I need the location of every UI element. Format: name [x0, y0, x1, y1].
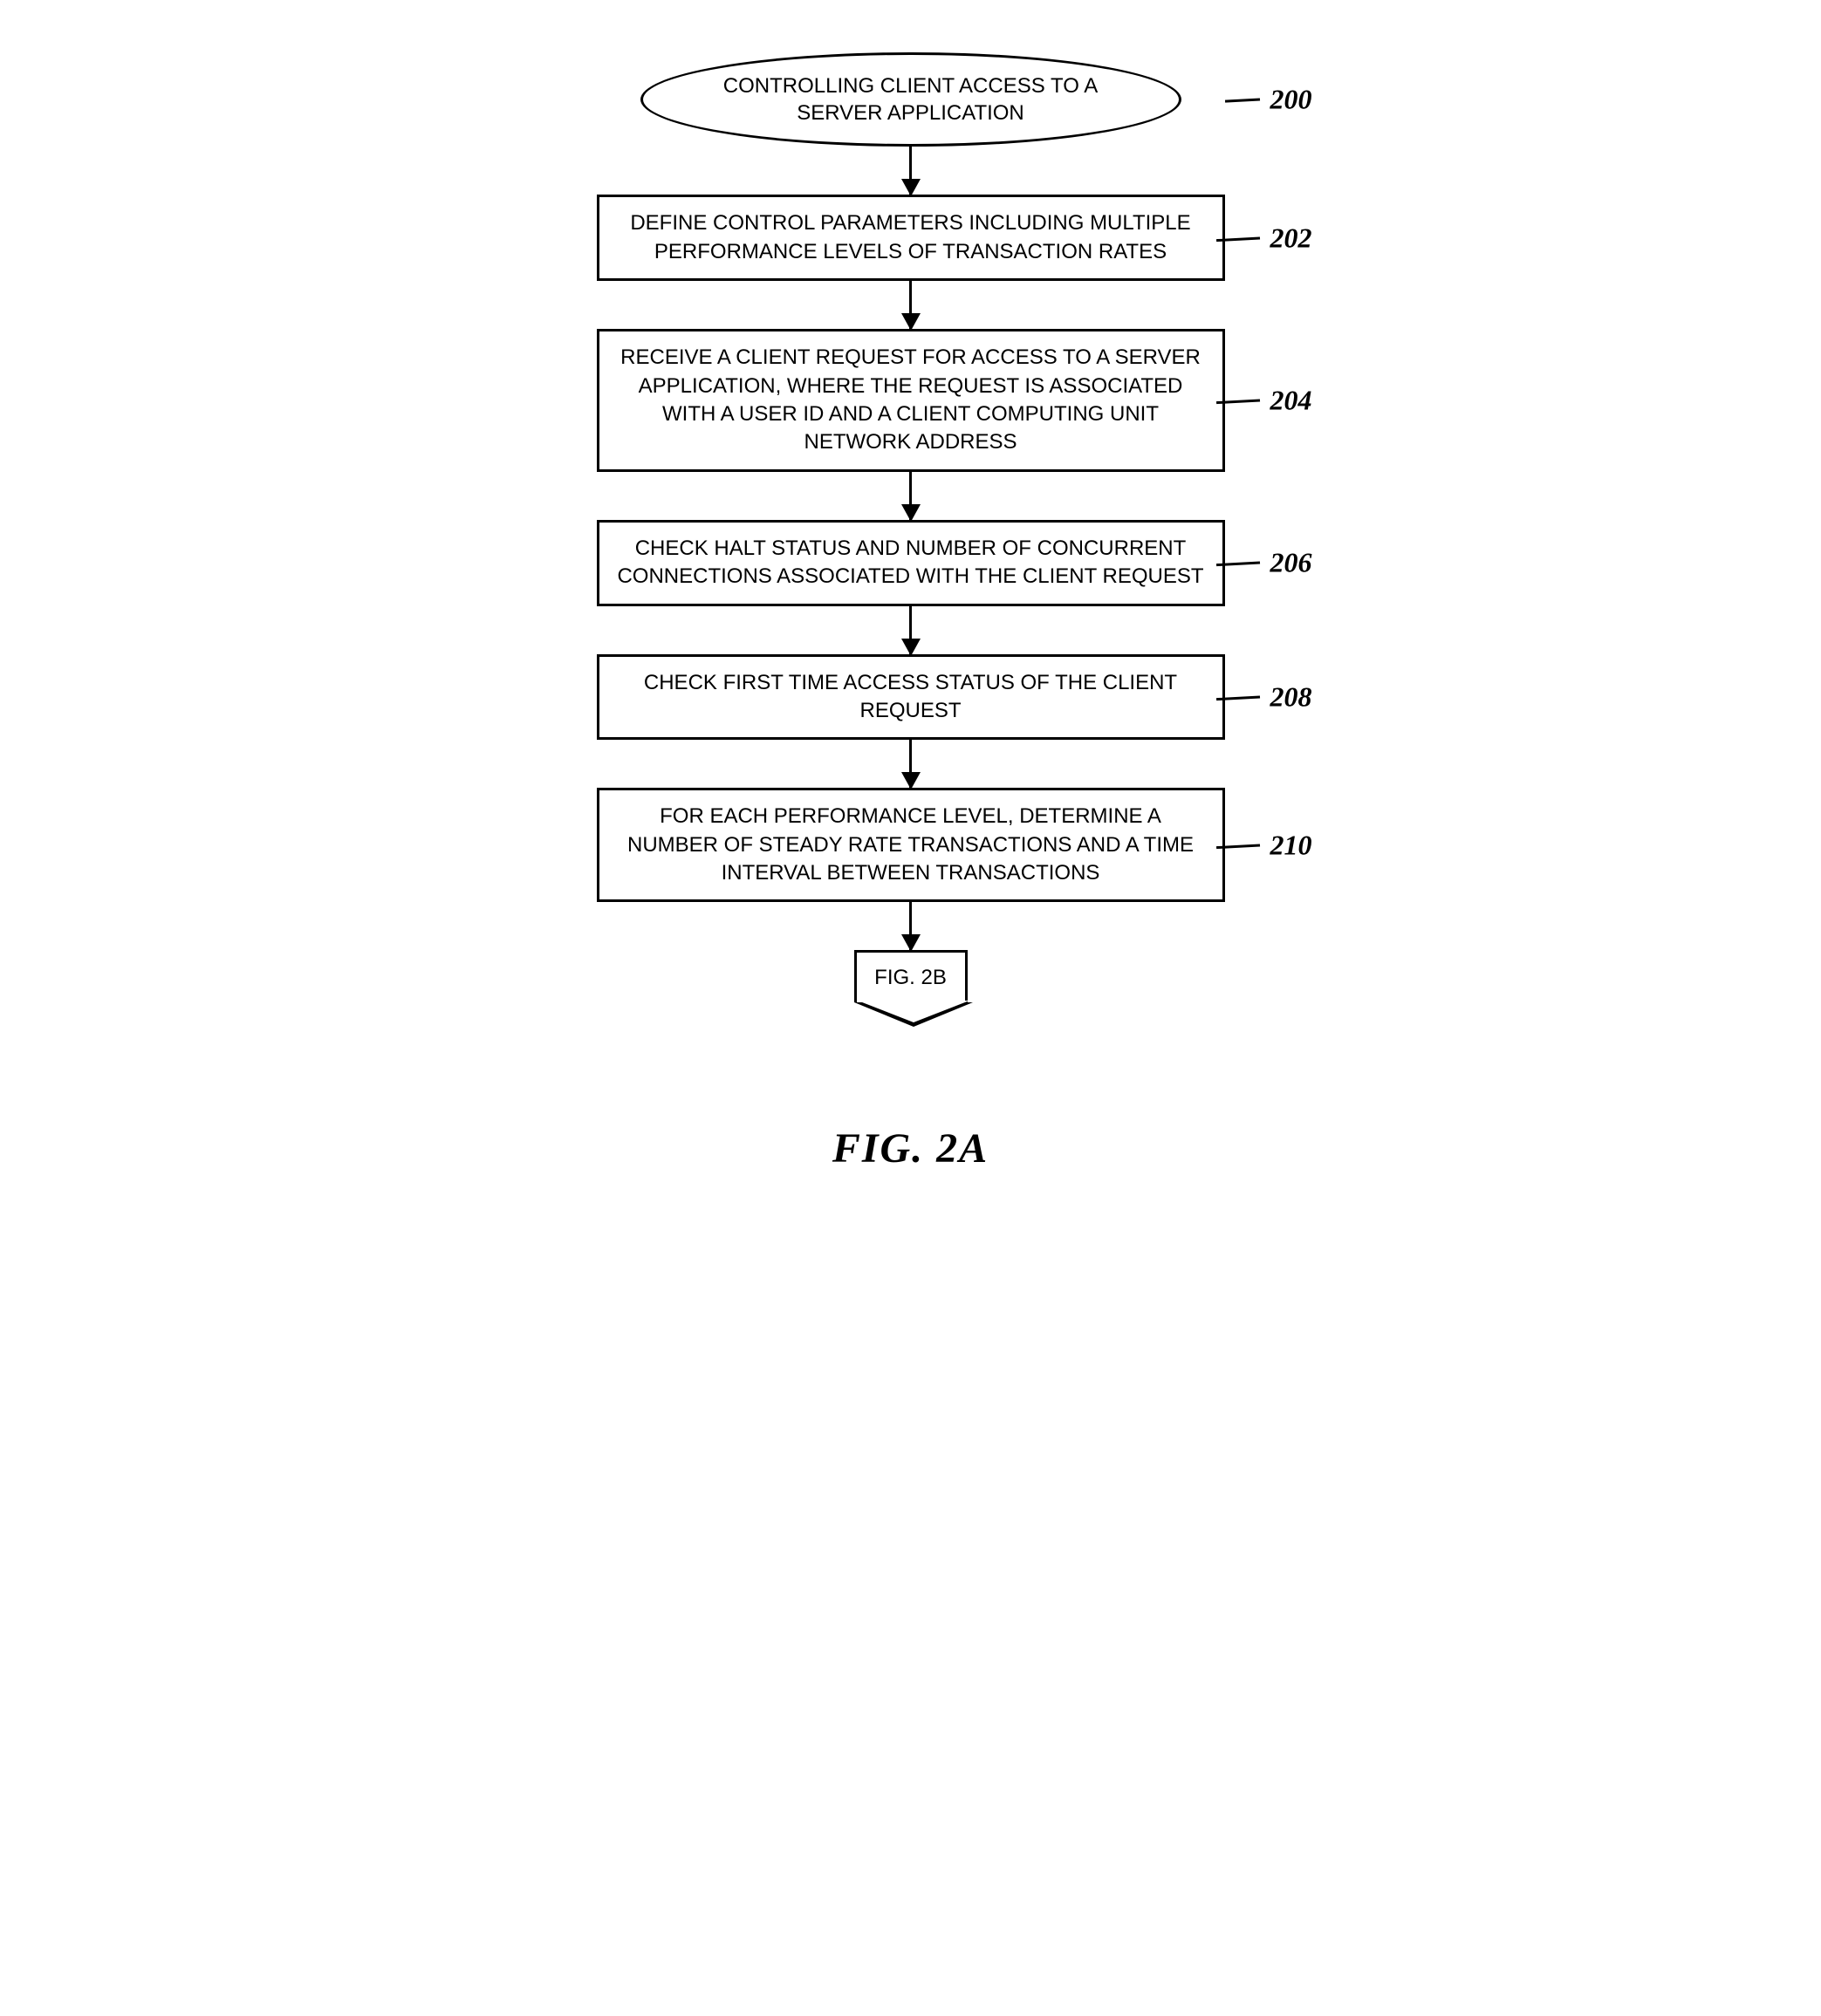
ref-label-204: 204	[1270, 384, 1312, 416]
offpage-text: FIG. 2B	[874, 966, 947, 990]
offpage-connector: FIG. 2B	[854, 950, 968, 1002]
node-row-208: CHECK FIRST TIME ACCESS STATUS OF THE CL…	[518, 654, 1304, 741]
ref-label-202: 202	[1270, 222, 1312, 254]
process-box-206: CHECK HALT STATUS AND NUMBER OF CONCURRE…	[597, 520, 1225, 606]
ref-label-210: 210	[1270, 829, 1312, 861]
node-row-210: FOR EACH PERFORMANCE LEVEL, DETERMINE A …	[518, 788, 1304, 902]
node-row-206: CHECK HALT STATUS AND NUMBER OF CONCURRE…	[518, 520, 1304, 606]
arrow-connector	[909, 740, 912, 788]
node-row-204: RECEIVE A CLIENT REQUEST FOR ACCESS TO A…	[518, 329, 1304, 472]
node-row-200: CONTROLLING CLIENT ACCESS TO A SERVER AP…	[518, 52, 1304, 147]
process-box-202: DEFINE CONTROL PARAMETERS INCLUDING MULT…	[597, 195, 1225, 281]
arrow-connector	[909, 902, 912, 950]
ref-label-208: 208	[1270, 680, 1312, 713]
arrow-connector	[909, 281, 912, 329]
ref-label-200: 200	[1270, 84, 1312, 116]
start-terminator: CONTROLLING CLIENT ACCESS TO A SERVER AP…	[640, 52, 1181, 147]
arrow-connector	[909, 147, 912, 195]
arrow-connector	[909, 472, 912, 520]
ref-label-206: 206	[1270, 547, 1312, 579]
figure-title: FIG. 2A	[832, 1124, 989, 1172]
process-box-210: FOR EACH PERFORMANCE LEVEL, DETERMINE A …	[597, 788, 1225, 902]
process-box-204: RECEIVE A CLIENT REQUEST FOR ACCESS TO A…	[597, 329, 1225, 472]
node-row-202: DEFINE CONTROL PARAMETERS INCLUDING MULT…	[518, 195, 1304, 281]
node-row-offpage: FIG. 2B	[518, 950, 1304, 1002]
arrow-connector	[909, 606, 912, 654]
flowchart-container: CONTROLLING CLIENT ACCESS TO A SERVER AP…	[518, 52, 1304, 1172]
process-box-208: CHECK FIRST TIME ACCESS STATUS OF THE CL…	[597, 654, 1225, 741]
